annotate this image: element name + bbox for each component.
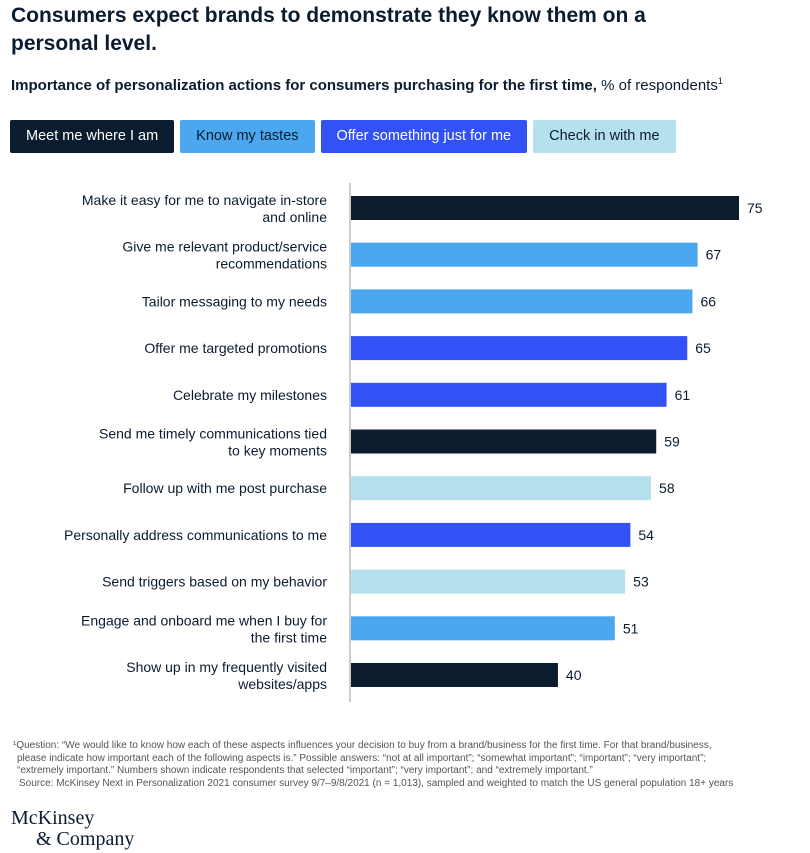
bar [351, 336, 688, 361]
bar [351, 242, 698, 267]
data-label: 51 [623, 620, 639, 636]
bar [351, 569, 626, 594]
legend: Meet me where I am Know my tastes Offer so… [10, 120, 676, 153]
category-label: the first time [251, 629, 327, 645]
category-label: Send me timely communications tied [99, 426, 327, 442]
bar [351, 476, 652, 501]
category-label: to key moments [228, 443, 327, 459]
legend-item-meet: Meet me where I am [10, 120, 175, 153]
data-label: 65 [695, 340, 711, 356]
data-label: 53 [633, 574, 649, 590]
page-title: Consumers expect brands to demonstrate t… [11, 4, 646, 55]
footnote-marker: 1 [717, 76, 723, 86]
footnote-line: please indicate how important each of th… [17, 752, 707, 764]
mckinsey-logo: McKinsey & Company [11, 808, 134, 850]
category-label: Tailor messaging to my needs [142, 293, 327, 309]
category-label: Offer me targeted promotions [144, 340, 327, 356]
category-label: Follow up with me post purchase [123, 480, 327, 496]
footnote-line: “extremely important.” Numbers shown ind… [17, 765, 593, 776]
category-label: and online [262, 209, 327, 225]
legend-item-know: Know my tastes [180, 120, 315, 153]
bar [351, 663, 558, 687]
logo-line: McKinsey [11, 807, 95, 829]
data-label: 61 [675, 387, 691, 403]
bar [351, 616, 615, 641]
category-label: Personally address communications to me [64, 527, 327, 543]
category-label: websites/apps [237, 676, 327, 692]
footnote-line: ¹Question: “We would like to know how ea… [13, 740, 712, 751]
bar [351, 429, 657, 454]
footnote: ¹Question: “We would like to know how ea… [13, 740, 810, 790]
subtitle-bold: Importance of personalization actions fo… [11, 77, 597, 94]
data-label: 66 [700, 293, 716, 309]
data-label: 59 [664, 434, 680, 450]
data-label: 40 [566, 667, 582, 683]
data-label: 54 [638, 527, 654, 543]
category-label: Send triggers based on my behavior [102, 574, 327, 590]
bar [351, 522, 631, 547]
data-label: 58 [659, 480, 675, 496]
bar [351, 196, 739, 220]
category-label: Engage and onboard me when I buy for [81, 612, 327, 628]
data-label: 67 [706, 247, 722, 263]
legend-item-offer: Offer something just for me [320, 120, 528, 153]
logo-line: & Company [36, 828, 135, 850]
category-label: Show up in my frequently visited [126, 659, 327, 675]
legend-item-check: Check in with me [533, 120, 676, 153]
source-line: Source: McKinsey Next in Personalization… [19, 777, 734, 789]
category-label: recommendations [216, 256, 327, 272]
subtitle-unit: % of respondents [596, 77, 718, 94]
category-label: Give me relevant product/service [122, 239, 327, 255]
bar [351, 382, 667, 407]
category-label: Make it easy for me to navigate in-store [82, 192, 327, 208]
data-label: 75 [747, 200, 763, 216]
bar [351, 289, 693, 314]
chart-subtitle: Importance of personalization actions fo… [11, 71, 723, 96]
bar-chart: 75 Make it easy for me to navigate in-sto… [64, 183, 763, 702]
category-label: Celebrate my milestones [173, 387, 327, 403]
